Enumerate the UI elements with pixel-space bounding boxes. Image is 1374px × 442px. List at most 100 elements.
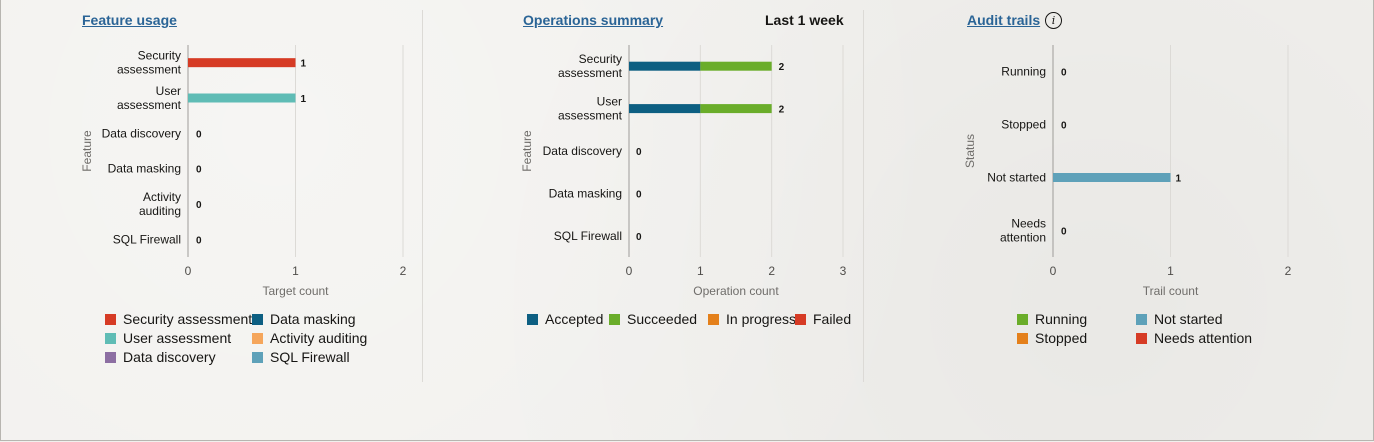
info-icon[interactable]: i (1045, 12, 1062, 29)
bar-value-label: 0 (196, 129, 202, 140)
legend-item[interactable]: Accepted (527, 311, 603, 327)
legend-label: SQL Firewall (270, 349, 350, 365)
legend-item[interactable]: Not started (1136, 311, 1222, 327)
legend-item[interactable]: In progress (708, 311, 796, 327)
category-label: User (156, 84, 181, 98)
bar-value-label: 1 (301, 94, 307, 105)
bar-value-label: 0 (636, 232, 642, 243)
bar[interactable] (188, 58, 296, 68)
x-tick-label: 3 (840, 264, 847, 278)
panel-divider (863, 10, 864, 382)
category-label: SQL Firewall (113, 232, 181, 246)
bar-value-label: 0 (1061, 68, 1067, 79)
x-tick-label: 1 (1167, 264, 1174, 278)
feature-usage-title[interactable]: Feature usage (82, 12, 177, 28)
x-tick-label: 0 (1050, 264, 1057, 278)
legend-label: User assessment (123, 330, 232, 346)
y-axis-title: Status (963, 134, 977, 168)
category-label: Needs (1011, 217, 1046, 231)
bar-value-label: 0 (196, 165, 202, 176)
legend-item[interactable]: Data masking (252, 311, 356, 327)
legend-label: Succeeded (627, 311, 698, 327)
bar-value-label: 0 (196, 200, 202, 211)
bar-value-label: 1 (301, 59, 307, 70)
category-label: Stopped (1001, 118, 1046, 132)
legend-swatch (252, 332, 263, 344)
x-tick-label: 2 (768, 264, 775, 278)
legend-swatch (105, 313, 116, 325)
x-axis-title: Trail count (1143, 284, 1199, 298)
category-label: assessment (558, 109, 623, 123)
legend-label: Needs attention (1154, 330, 1253, 346)
audit-trails-chart: 0 1 2 Trail count Status Running Stopped Not st… (963, 45, 1292, 298)
x-tick-label: 0 (626, 264, 633, 278)
legend-swatch (1017, 332, 1028, 344)
y-axis-title: Feature (520, 130, 534, 172)
category-label: attention (1000, 231, 1046, 245)
category-label: Security (138, 49, 181, 63)
x-tick-label: 2 (400, 264, 407, 278)
x-axis-title: Operation count (693, 284, 779, 298)
legend-swatch (105, 332, 116, 344)
legend-swatch (252, 351, 263, 363)
legend-swatch (1017, 313, 1028, 325)
bar-succeeded[interactable] (700, 104, 772, 114)
legend-label: Security assessment (123, 311, 253, 327)
legend-label: Accepted (545, 311, 604, 327)
category-label: assessment (117, 98, 182, 112)
operations-summary-legend: Accepted Succeeded In progress Failed (527, 311, 857, 333)
category-label: SQL Firewall (554, 229, 622, 243)
x-tick-label: 0 (185, 264, 192, 278)
legend-label: Stopped (1035, 330, 1088, 346)
bar-value-label: 1 (1176, 174, 1182, 185)
legend-item[interactable]: Security assessment (105, 311, 252, 327)
bar-value-label: 0 (1061, 227, 1067, 238)
category-label: Activity (143, 190, 181, 204)
legend-item[interactable]: Data discovery (105, 349, 216, 365)
bar[interactable] (1053, 173, 1171, 182)
category-label: assessment (558, 66, 623, 80)
panel-divider (422, 10, 423, 382)
legend-label: Data discovery (123, 349, 216, 365)
bar-accepted[interactable] (629, 61, 701, 71)
legend-item[interactable]: Failed (795, 311, 851, 327)
audit-trails-panel: Audit trails i 0 1 2 Trail count Status Runni… (864, 0, 1373, 440)
y-axis-title: Feature (80, 130, 94, 172)
x-tick-label: 1 (697, 264, 704, 278)
legend-item[interactable]: Running (1017, 311, 1087, 327)
bar-accepted[interactable] (629, 104, 701, 114)
operations-summary-title[interactable]: Operations summary (523, 12, 664, 28)
category-label: Running (1001, 65, 1046, 79)
category-label: Data discovery (543, 144, 622, 158)
audit-trails-legend: Running Stopped Not started Needs attention (1017, 311, 1277, 351)
category-label: Not started (987, 171, 1046, 185)
bar-succeeded[interactable] (700, 61, 772, 71)
legend-swatch (708, 313, 719, 325)
legend-item[interactable]: SQL Firewall (252, 349, 350, 365)
bar-value-label: 0 (636, 189, 642, 200)
audit-trails-title[interactable]: Audit trails (967, 12, 1041, 28)
legend-item[interactable]: User assessment (105, 330, 231, 346)
legend-label: Not started (1154, 311, 1223, 327)
legend-label: Activity auditing (270, 330, 368, 346)
category-label: Data discovery (102, 126, 181, 140)
legend-item[interactable]: Stopped (1017, 330, 1087, 346)
x-tick-label: 2 (1285, 264, 1292, 278)
legend-swatch (1136, 332, 1147, 344)
legend-item[interactable]: Succeeded (609, 311, 697, 327)
category-label: Data masking (549, 186, 622, 200)
bar-value-label: 0 (196, 235, 202, 246)
legend-item[interactable]: Activity auditing (252, 330, 367, 346)
legend-label: In progress (726, 311, 797, 327)
legend-item[interactable]: Needs attention (1136, 330, 1252, 346)
bar[interactable] (188, 93, 296, 103)
feature-usage-legend: Security assessment User assessment Data d… (105, 311, 405, 371)
bar-value-label: 0 (636, 147, 642, 158)
category-label: Data masking (108, 162, 181, 176)
legend-swatch (105, 351, 116, 363)
category-label: Security (579, 52, 622, 66)
category-label: auditing (139, 204, 181, 218)
legend-swatch (609, 313, 620, 325)
